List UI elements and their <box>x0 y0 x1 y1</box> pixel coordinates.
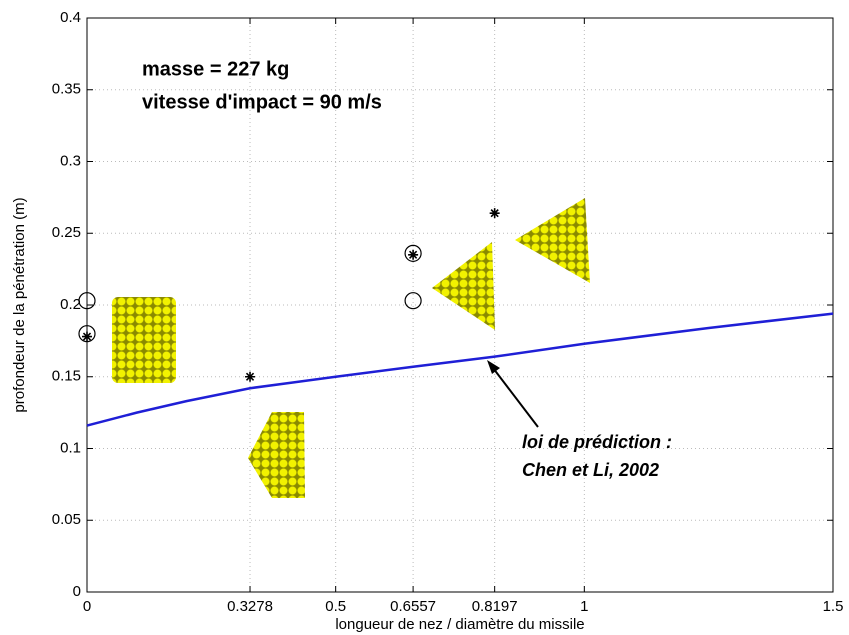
x-tick-label: 1.5 <box>823 598 844 615</box>
data-line <box>86 312 834 427</box>
plot-frame <box>86 17 834 593</box>
y-tick-label: 0.3 <box>60 152 81 169</box>
particle-shapes <box>112 198 590 498</box>
y-tick-label: 0 <box>73 583 81 600</box>
star-marker <box>408 249 419 260</box>
particle-cone <box>515 198 590 283</box>
annotation: loi de prédiction : <box>522 432 672 452</box>
x-tick-label: 0.3278 <box>227 598 273 615</box>
x-tick-label: 0.5 <box>325 598 346 615</box>
y-axis-label: profondeur de la pénétration (m) <box>11 197 28 412</box>
particle-cone <box>432 242 495 330</box>
annotation: masse = 227 kg <box>142 58 289 80</box>
y-tick-label: 0.05 <box>52 511 81 528</box>
y-tick-label: 0.25 <box>52 224 81 241</box>
annotation: vitesse d'impact = 90 m/s <box>142 91 382 113</box>
circle-marker <box>404 244 422 262</box>
annotation: Chen et Li, 2002 <box>522 460 659 480</box>
y-tick-label: 0.4 <box>60 9 81 26</box>
arrow <box>489 363 539 428</box>
star-marker <box>245 371 256 382</box>
x-axis-label: longueur de nez / diamètre du missile <box>335 616 584 633</box>
x-tick-label: 0 <box>83 598 91 615</box>
particle-cone <box>248 412 305 498</box>
y-tick-label: 0.35 <box>52 81 81 98</box>
y-tick-label: 0.2 <box>60 296 81 313</box>
star-marker <box>82 331 92 342</box>
circle-marker <box>78 325 96 343</box>
arrow-head <box>487 360 500 374</box>
x-tick-label: 0.6557 <box>390 598 436 615</box>
y-tick-label: 0.1 <box>60 439 81 456</box>
particle-cylinder <box>112 297 176 383</box>
y-tick-label: 0.15 <box>52 368 81 385</box>
x-tick-label: 0.8197 <box>472 598 518 615</box>
circle-marker <box>404 292 422 310</box>
circle-marker <box>78 292 96 310</box>
x-tick-label: 1 <box>580 598 588 615</box>
star-marker <box>489 208 500 219</box>
